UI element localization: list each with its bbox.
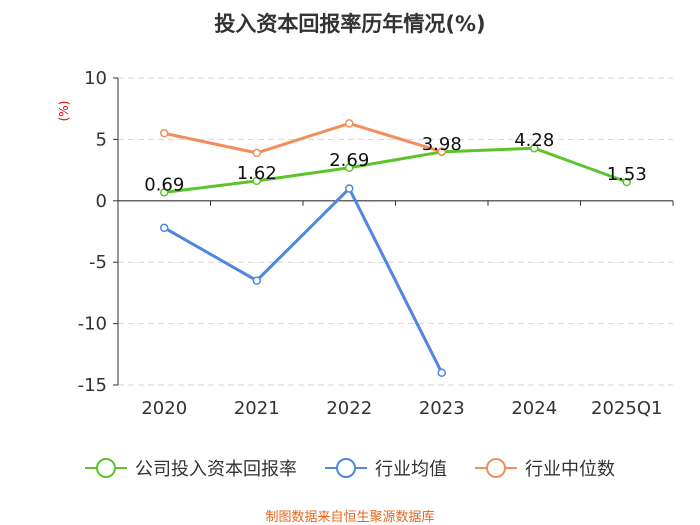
data-label: 1.53 — [607, 164, 647, 185]
legend-marker — [486, 458, 506, 478]
data-point — [160, 223, 169, 233]
data-label: 2.69 — [329, 150, 369, 171]
data-label: 4.28 — [514, 130, 554, 151]
x-tick-label: 2020 — [141, 398, 187, 419]
chart-title: 投入资本回报率历年情况(%) — [214, 12, 485, 36]
x-tick-label: 2025Q1 — [591, 398, 662, 419]
y-tick-label: 5 — [96, 129, 107, 150]
data-point — [345, 119, 354, 128]
legend-label: 行业均值 — [375, 459, 447, 480]
legend-item-0[interactable]: 公司投入资本回报率 — [85, 458, 297, 480]
legend-marker — [96, 458, 116, 478]
data-label: 1.62 — [237, 163, 277, 184]
legend-item-2[interactable]: 行业中位数 — [475, 458, 615, 480]
data-point — [252, 148, 261, 158]
y-tick-label: -15 — [78, 375, 107, 396]
data-point — [345, 184, 354, 193]
y-axis-unit: (%) — [57, 101, 71, 122]
legend-label: 行业中位数 — [525, 459, 615, 480]
data-point — [530, 143, 539, 153]
data-point — [437, 147, 446, 156]
x-tick-label: 2021 — [234, 398, 280, 419]
data-point — [622, 177, 631, 187]
data-point — [252, 276, 261, 285]
legend-label: 公司投入资本回报率 — [135, 459, 297, 480]
x-tick-label: 2023 — [419, 398, 465, 419]
y-tick-label: -10 — [78, 314, 107, 335]
data-label: 0.69 — [144, 174, 184, 195]
data-point — [437, 368, 446, 377]
y-tick-label: 10 — [84, 68, 107, 89]
legend-item-1[interactable]: 行业均值 — [325, 458, 447, 480]
y-tick-label: -5 — [89, 252, 107, 273]
series-line-2 — [163, 121, 443, 155]
series-line-1 — [163, 187, 444, 374]
series-line-0 — [164, 146, 628, 194]
data-point — [345, 163, 354, 173]
y-tick-label: 0 — [96, 191, 107, 212]
data-point — [252, 176, 261, 186]
data-label: 3.98 — [422, 134, 462, 155]
legend-marker — [336, 458, 356, 478]
x-tick-label: 2024 — [511, 398, 557, 419]
x-tick-label: 2022 — [326, 398, 372, 419]
data-point — [160, 129, 169, 138]
data-point — [160, 188, 169, 197]
source-note: 制图数据来自恒生聚源数据库 — [265, 509, 434, 525]
